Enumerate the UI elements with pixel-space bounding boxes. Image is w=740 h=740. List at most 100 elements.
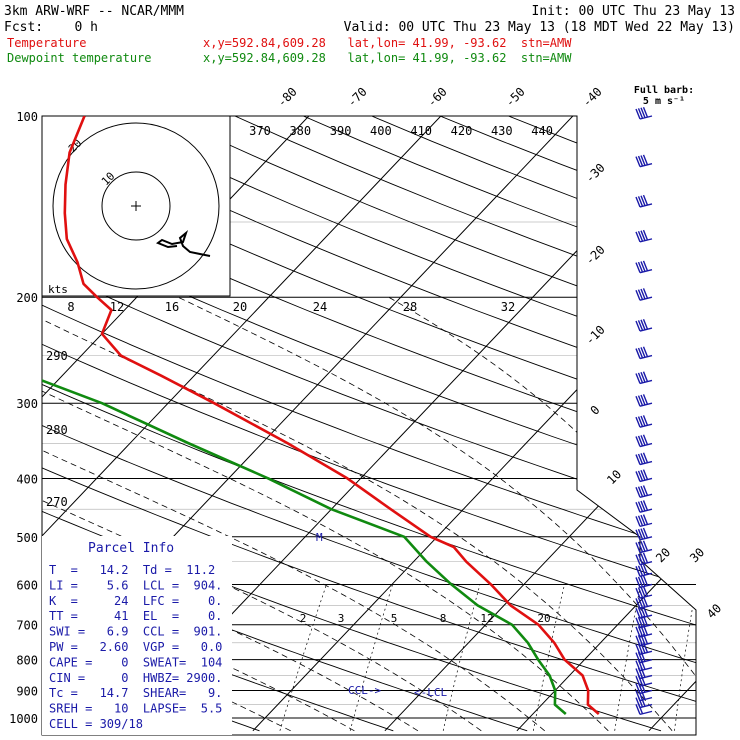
mixing-ratio-line — [279, 584, 327, 731]
isotherm-label: -60 — [425, 85, 450, 110]
dry-adiabat-line — [42, 116, 696, 732]
parcel-info-line: LI = 5.6 LCL = 904. — [49, 578, 222, 592]
wind-barb — [635, 452, 653, 466]
wind-barb — [635, 288, 653, 301]
parcel-info-background — [42, 536, 232, 735]
wind-barb — [635, 606, 653, 619]
dry-adiabat-line — [42, 116, 696, 732]
isotherm-label: -30 — [583, 161, 608, 186]
wind-barb — [635, 154, 653, 168]
wind-barb — [635, 564, 653, 577]
wind-barb — [635, 596, 653, 610]
dry-adiabat-line — [42, 116, 696, 732]
wind-barb — [635, 540, 653, 554]
wind-barb — [635, 527, 653, 541]
wind-barb — [635, 194, 653, 208]
theta-label-left: 280 — [46, 423, 68, 437]
wind-barb — [635, 229, 653, 243]
pressure-label-300: 300 — [16, 397, 38, 411]
isotherm-line — [252, 116, 696, 732]
parcel-info-title: Parcel Info — [88, 541, 174, 556]
theta-label: 440 — [531, 124, 553, 138]
parcel-info-line: T = 14.2 Td = 11.2 — [49, 563, 215, 577]
ccl-marker: CCL-> — [348, 684, 381, 697]
isotherm-label: -10 — [583, 323, 608, 348]
isotherm-line — [42, 116, 454, 732]
wind-barb — [635, 394, 653, 407]
mixing-ratio-label: 12 — [110, 300, 124, 314]
theta-label: 380 — [289, 124, 311, 138]
pressure-label-400: 400 — [16, 472, 38, 486]
mixing-ratio-line — [349, 584, 393, 731]
wind-barb — [635, 514, 653, 528]
barb-note-title: Full barb: — [634, 85, 694, 96]
dewpoint-profile — [42, 116, 567, 715]
pressure-label-700: 700 — [16, 619, 38, 633]
theta-label: 420 — [451, 124, 473, 138]
theta-label: 390 — [330, 124, 352, 138]
dewpoint-legend: Dewpoint temperature — [7, 51, 152, 65]
temperature-legend: Temperature — [7, 36, 86, 50]
isotherm-line — [516, 116, 696, 732]
mixing-ratio-line — [722, 584, 740, 730]
parcel-info-line: Tc = 14.7 SHEAR= 9. — [49, 686, 222, 700]
moist-adiabat-line — [42, 296, 545, 732]
mixing-ratio-line — [674, 584, 696, 731]
wind-barb — [635, 346, 653, 360]
isotherm-line — [648, 116, 696, 732]
parcel-info-line: SWI = 6.9 CCL = 901. — [49, 625, 222, 639]
wind-barb — [635, 500, 653, 513]
parcel-info-line: CAPE = 0 SWEAT= 104 — [49, 655, 222, 669]
wind-barb — [635, 371, 653, 385]
temperature-location: x,y=592.84,609.28 lat,lon= 41.99, -93.62… — [203, 36, 572, 50]
init-time: Init: 00 UTC Thu 23 May 13 — [532, 4, 736, 19]
moist-adiabat-line — [42, 296, 609, 732]
moist-adiabat-line — [178, 296, 696, 732]
barb-note-units: 5 m s⁻¹ — [643, 96, 685, 107]
isotherm-label: -20 — [583, 243, 608, 268]
isotherm-line — [384, 116, 696, 732]
m-marker: M — [316, 531, 323, 544]
wind-barb — [635, 106, 653, 120]
pressure-label-500: 500 — [16, 531, 38, 545]
wind-barb — [635, 434, 653, 448]
hodograph-ring-10 — [101, 171, 171, 241]
mixing-ratio-label: 28 — [403, 300, 417, 314]
dry-adiabat-line — [644, 116, 696, 732]
wind-barb — [635, 552, 653, 566]
valid-time: Valid: 00 UTC Thu 23 May 13 (18 MDT Wed … — [344, 20, 735, 35]
mixing-ratio-label-low: 5 — [391, 612, 398, 625]
dry-adiabat-line — [303, 116, 696, 732]
temperature-profile — [63, 116, 600, 715]
hodograph-trace — [155, 229, 211, 257]
wind-barb — [635, 415, 653, 428]
parcel-info-line: K = 24 LFC = 0. — [49, 594, 222, 608]
moist-adiabat-line — [42, 296, 673, 732]
plot-frame — [41, 115, 697, 736]
pressure-label-800: 800 — [16, 654, 38, 668]
wind-barb — [635, 696, 653, 709]
mixing-ratio-label: 32 — [501, 300, 515, 314]
parcel-info-line: SREH = 10 LAPSE= 5.5 — [49, 702, 222, 716]
forecast-hour: Fcst: 0 h — [4, 20, 98, 35]
hodograph: 10 20 kts — [41, 115, 231, 297]
wind-barb — [635, 318, 653, 332]
hodograph-units: kts — [48, 283, 68, 296]
lcl-marker: <-LCL — [414, 686, 447, 699]
parcel-info-line: CIN = 0 HWBZ= 2900. — [49, 671, 222, 685]
mixing-ratio-label-low: 20 — [537, 612, 550, 625]
isotherm-label: -80 — [275, 85, 300, 110]
theta-label-left: 270 — [46, 495, 68, 509]
mixing-ratio-label: 16 — [165, 300, 179, 314]
isotherm-label: 0 — [588, 403, 603, 418]
parcel-info-line: CELL = 309/18 — [49, 717, 143, 731]
dewpoint-location: x,y=592.84,609.28 lat,lon= 41.99, -93.62… — [203, 51, 572, 65]
theta-label: 430 — [491, 124, 513, 138]
wind-barb — [635, 260, 653, 274]
mixing-ratio-label-low: 2 — [300, 612, 307, 625]
wind-barb — [635, 469, 653, 483]
wind-barb — [635, 586, 653, 599]
wind-barb — [635, 485, 653, 498]
dry-adiabat-line — [42, 116, 696, 732]
